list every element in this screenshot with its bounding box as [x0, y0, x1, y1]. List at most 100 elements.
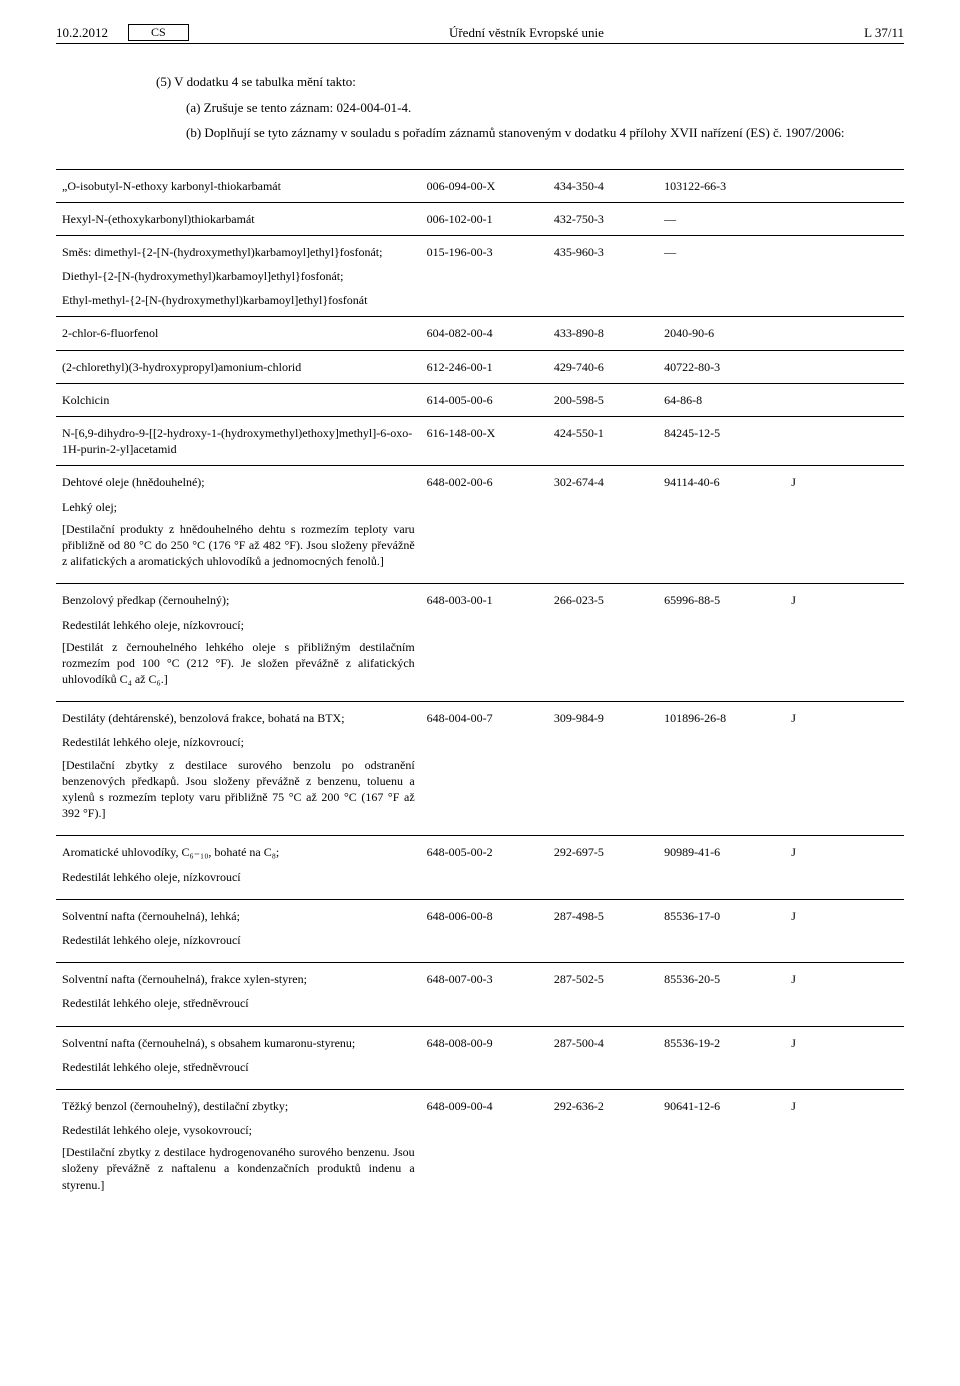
table-cell: 432-750-3 — [548, 202, 658, 235]
table-cell: 85536-17-0 — [658, 899, 785, 962]
table-cell: 292-697-5 — [548, 836, 658, 899]
table-cell — [785, 235, 819, 317]
table-row: Kolchicin614-005-00-6200-598-564-86-8 — [56, 383, 904, 416]
table-cell: 65996-88-5 — [658, 584, 785, 702]
table-cell — [862, 584, 904, 702]
substance-name-cell: „O-isobutyl-N-ethoxy karbonyl-thiokarbam… — [56, 169, 421, 202]
substance-name-cell: Dehtové oleje (hnědouhelné);Lehký olej;[… — [56, 466, 421, 584]
table-row: „O-isobutyl-N-ethoxy karbonyl-thiokarbam… — [56, 169, 904, 202]
table-row: Hexyl-N-(ethoxykarbonyl)thiokarbamát006-… — [56, 202, 904, 235]
table-cell: 101896-26-8 — [658, 702, 785, 836]
table-cell — [862, 963, 904, 1026]
intro-line-2: (a) Zrušuje se tento záznam: 024-004-01-… — [186, 98, 904, 118]
substance-name-cell: Směs: dimethyl-{2-[N-(hydroxymethyl)karb… — [56, 235, 421, 317]
table-cell — [862, 202, 904, 235]
table-cell: 435-960-3 — [548, 235, 658, 317]
table-cell: 648-003-00-1 — [421, 584, 548, 702]
intro-line-3: (b) Doplňují se tyto záznamy v souladu s… — [186, 123, 904, 143]
table-cell — [785, 350, 819, 383]
table-cell — [819, 836, 861, 899]
substance-name-cell: Kolchicin — [56, 383, 421, 416]
table-row: Destiláty (dehtárenské), benzolová frakc… — [56, 702, 904, 836]
substance-name-cell: N-[6,9-dihydro-9-[[2-hydroxy-1-(hydroxym… — [56, 417, 421, 466]
table-cell: 433-890-8 — [548, 317, 658, 350]
table-row: 2-chlor-6-fluorfenol604-082-00-4433-890-… — [56, 317, 904, 350]
table-cell: 302-674-4 — [548, 466, 658, 584]
table-cell: 614-005-00-6 — [421, 383, 548, 416]
table-cell: 94114-40-6 — [658, 466, 785, 584]
table-cell: 200-598-5 — [548, 383, 658, 416]
substance-name-cell: Benzolový předkap (černouhelný);Redestil… — [56, 584, 421, 702]
table-cell: 85536-20-5 — [658, 963, 785, 1026]
table-cell: 84245-12-5 — [658, 417, 785, 466]
table-cell: 006-094-00-X — [421, 169, 548, 202]
table-cell: 429-740-6 — [548, 350, 658, 383]
table-cell: 40722-80-3 — [658, 350, 785, 383]
table-cell: J — [785, 963, 819, 1026]
table-cell: 90989-41-6 — [658, 836, 785, 899]
table-cell — [819, 317, 861, 350]
table-cell: 015-196-00-3 — [421, 235, 548, 317]
table-cell — [862, 169, 904, 202]
header-left: 10.2.2012 CS — [56, 24, 189, 41]
substance-name-cell: (2-chlorethyl)(3-hydroxypropyl)amonium-c… — [56, 350, 421, 383]
table-cell — [785, 317, 819, 350]
table-cell: — — [658, 235, 785, 317]
substance-name-cell: Solventní nafta (černouhelná), lehká;Red… — [56, 899, 421, 962]
table-cell — [819, 417, 861, 466]
table-cell: 648-009-00-4 — [421, 1089, 548, 1206]
table-row: Dehtové oleje (hnědouhelné);Lehký olej;[… — [56, 466, 904, 584]
table-cell: 648-007-00-3 — [421, 963, 548, 1026]
table-row: (2-chlorethyl)(3-hydroxypropyl)amonium-c… — [56, 350, 904, 383]
table-cell: 64-86-8 — [658, 383, 785, 416]
table-cell: 90641-12-6 — [658, 1089, 785, 1206]
table-cell — [862, 350, 904, 383]
table-cell: 648-004-00-7 — [421, 702, 548, 836]
substance-name-cell: Hexyl-N-(ethoxykarbonyl)thiokarbamát — [56, 202, 421, 235]
table-cell — [785, 417, 819, 466]
table-cell — [862, 466, 904, 584]
table-cell: 287-498-5 — [548, 899, 658, 962]
table-cell: 309-984-9 — [548, 702, 658, 836]
substance-name-cell: 2-chlor-6-fluorfenol — [56, 317, 421, 350]
table-cell: 292-636-2 — [548, 1089, 658, 1206]
table-cell — [819, 466, 861, 584]
table-cell: 604-082-00-4 — [421, 317, 548, 350]
table-cell — [862, 317, 904, 350]
table-cell — [819, 1026, 861, 1089]
table-cell: 103122-66-3 — [658, 169, 785, 202]
table-cell — [785, 169, 819, 202]
intro-block: (5) V dodatku 4 se tabulka mění takto: (… — [156, 72, 904, 143]
substances-table: „O-isobutyl-N-ethoxy karbonyl-thiokarbam… — [56, 169, 904, 1207]
table-cell — [862, 702, 904, 836]
header-page: L 37/11 — [864, 25, 904, 41]
table-cell — [862, 417, 904, 466]
table-cell: 85536-19-2 — [658, 1026, 785, 1089]
table-cell — [862, 1089, 904, 1206]
header-journal: Úřední věstník Evropské unie — [189, 25, 864, 41]
table-cell: J — [785, 466, 819, 584]
table-cell — [785, 202, 819, 235]
substance-name-cell: Destiláty (dehtárenské), benzolová frakc… — [56, 702, 421, 836]
table-cell — [862, 1026, 904, 1089]
table-cell — [819, 899, 861, 962]
header-lang-box: CS — [128, 24, 189, 41]
table-cell: J — [785, 836, 819, 899]
table-cell: J — [785, 899, 819, 962]
table-cell: 648-006-00-8 — [421, 899, 548, 962]
table-cell — [785, 383, 819, 416]
table-cell — [862, 235, 904, 317]
table-cell: 648-008-00-9 — [421, 1026, 548, 1089]
table-row: Těžký benzol (černouhelný), destilační z… — [56, 1089, 904, 1206]
table-cell — [819, 235, 861, 317]
table-cell — [819, 202, 861, 235]
table-cell: J — [785, 1089, 819, 1206]
table-cell: — — [658, 202, 785, 235]
table-row: N-[6,9-dihydro-9-[[2-hydroxy-1-(hydroxym… — [56, 417, 904, 466]
table-row: Solventní nafta (černouhelná), lehká;Red… — [56, 899, 904, 962]
substance-name-cell: Aromatické uhlovodíky, C₆₋₁₀, bohaté na … — [56, 836, 421, 899]
header-date: 10.2.2012 — [56, 25, 108, 41]
table-cell: 2040-90-6 — [658, 317, 785, 350]
table-cell: 266-023-5 — [548, 584, 658, 702]
table-cell — [819, 963, 861, 1026]
